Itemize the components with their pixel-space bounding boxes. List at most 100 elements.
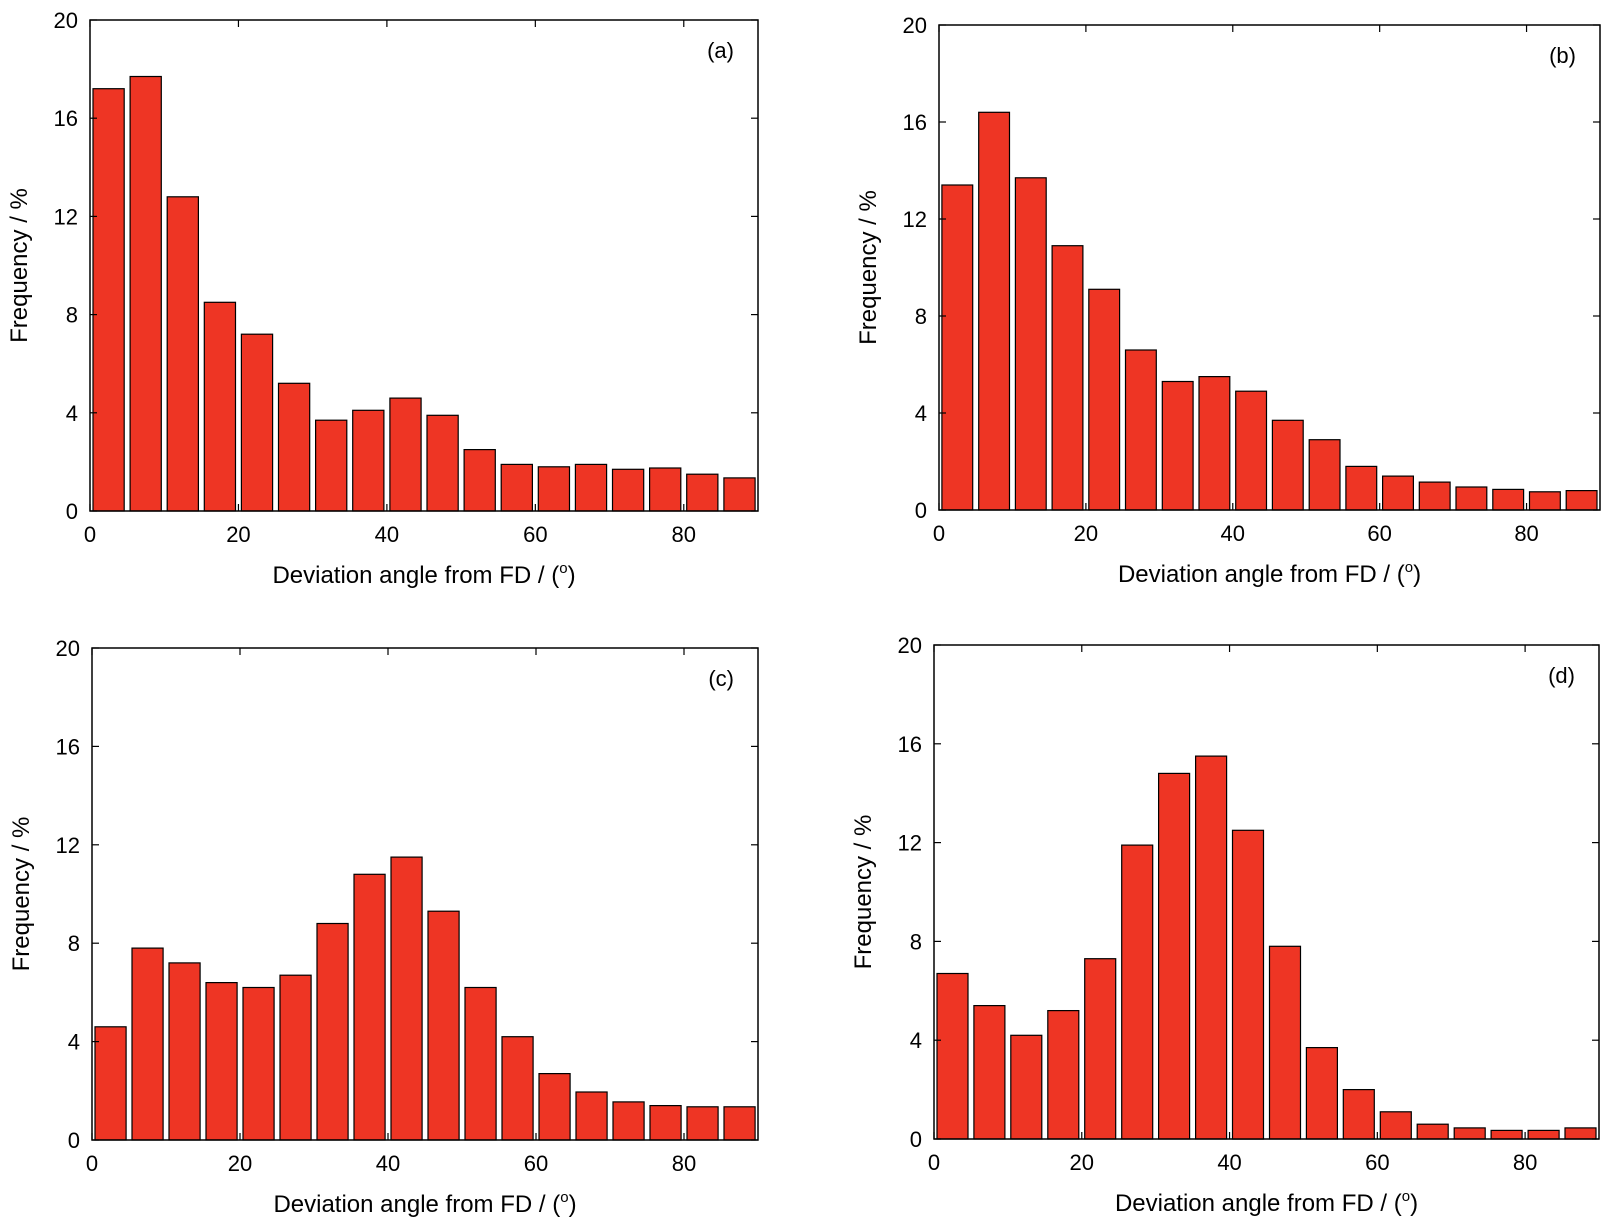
bar xyxy=(973,1004,1006,1140)
bar xyxy=(242,986,275,1141)
x-tick-label: 80 xyxy=(672,1151,696,1176)
x-tick-label: 0 xyxy=(86,1151,98,1176)
y-tick-label: 20 xyxy=(54,8,78,33)
x-tick-label: 0 xyxy=(84,522,96,547)
bar xyxy=(649,1104,682,1141)
bar xyxy=(277,382,311,512)
bar xyxy=(131,947,164,1141)
x-axis-label: Deviation angle from FD / (o) xyxy=(273,1189,576,1218)
bar xyxy=(1198,376,1231,511)
bar xyxy=(575,1091,608,1141)
bar xyxy=(1416,1123,1449,1140)
y-axis-label: Frequency / % xyxy=(855,190,882,345)
y-tick-label: 20 xyxy=(898,633,922,658)
y-tick-label: 12 xyxy=(54,204,78,229)
bar xyxy=(316,922,349,1141)
bar xyxy=(129,75,162,512)
bar xyxy=(1455,486,1488,511)
panel-label: (d) xyxy=(1548,663,1575,688)
bar xyxy=(1305,1046,1339,1140)
y-tick-label: 12 xyxy=(56,833,80,858)
chart-panel-b: 0 20 40 60 80 0 4 8 12 16 20 (b) Deviation angle fro… xyxy=(855,13,1601,588)
x-tick-label: 60 xyxy=(523,522,547,547)
panel-label: (c) xyxy=(708,666,734,691)
bar xyxy=(1010,1034,1043,1140)
bar xyxy=(723,477,756,512)
bar xyxy=(94,1026,127,1141)
bar xyxy=(1047,1009,1080,1140)
x-tick-label: 20 xyxy=(1074,521,1098,546)
plot-frame xyxy=(933,644,1600,1140)
plot-frame xyxy=(938,24,1601,511)
y-tick-label: 12 xyxy=(898,831,922,856)
bar xyxy=(1271,419,1304,511)
bar xyxy=(501,1036,534,1141)
x-tick-label: 20 xyxy=(1070,1150,1094,1175)
x-tick-label: 60 xyxy=(1365,1150,1389,1175)
bar xyxy=(648,467,682,512)
bar xyxy=(723,1106,756,1141)
y-tick-label: 16 xyxy=(54,106,78,131)
y-axis-label: Frequency / % xyxy=(6,188,33,343)
bar xyxy=(1345,465,1378,511)
bar xyxy=(1194,755,1228,1140)
y-tick-label: 0 xyxy=(68,1128,80,1153)
bar xyxy=(389,397,422,512)
chart-panel-d: 0 20 40 60 80 0 4 8 12 16 20 (d) Deviation angle fro… xyxy=(850,633,1600,1217)
bar xyxy=(1231,829,1265,1140)
bar xyxy=(941,184,974,511)
plot-frame xyxy=(91,647,759,1141)
x-axis-label: Deviation angle from FD / (o) xyxy=(1118,559,1421,588)
x-tick-label: 80 xyxy=(1513,1150,1537,1175)
bar xyxy=(1418,481,1451,511)
bar xyxy=(427,910,460,1141)
y-tick-label: 16 xyxy=(56,734,80,759)
bar xyxy=(1342,1088,1375,1140)
bar xyxy=(1014,177,1047,511)
bar xyxy=(315,419,348,512)
bar xyxy=(426,414,459,512)
bar xyxy=(686,473,719,512)
y-tick-label: 8 xyxy=(910,929,922,954)
y-tick-label: 4 xyxy=(910,1028,922,1053)
bar xyxy=(240,333,274,512)
bar xyxy=(353,873,386,1141)
bar xyxy=(1157,772,1191,1140)
y-tick-label: 20 xyxy=(903,13,927,38)
bar xyxy=(352,409,385,512)
y-tick-label: 8 xyxy=(915,304,927,329)
bar xyxy=(1124,349,1157,511)
bar xyxy=(168,962,201,1141)
bar xyxy=(612,1101,645,1141)
chart-panel-a: 0 20 40 60 80 0 4 8 12 16 20 (a) Deviation angle fro… xyxy=(6,8,759,589)
chart-panel-c: 0 20 40 60 80 0 4 8 12 16 20 (c) Deviation angle fro… xyxy=(8,636,759,1218)
x-tick-label: 0 xyxy=(928,1150,940,1175)
bar xyxy=(1453,1127,1486,1140)
x-tick-label: 40 xyxy=(1217,1150,1241,1175)
y-axis-label: Frequency / % xyxy=(8,817,35,972)
bar xyxy=(205,981,238,1141)
bar xyxy=(92,88,125,512)
bar xyxy=(1527,1129,1560,1140)
bar xyxy=(1379,1111,1412,1140)
bar xyxy=(464,986,497,1141)
bar xyxy=(1381,475,1414,511)
bar xyxy=(686,1106,719,1141)
y-tick-label: 4 xyxy=(68,1030,80,1055)
bar xyxy=(611,468,645,512)
bar xyxy=(1051,245,1084,511)
bar xyxy=(1161,380,1194,511)
x-tick-label: 0 xyxy=(933,521,945,546)
bar xyxy=(1121,844,1154,1140)
bar xyxy=(1490,1129,1523,1140)
y-tick-label: 8 xyxy=(68,931,80,956)
y-tick-label: 12 xyxy=(903,207,927,232)
x-axis-label: Deviation angle from FD / (o) xyxy=(1115,1188,1418,1217)
bar xyxy=(936,972,969,1140)
bar xyxy=(574,463,608,512)
x-tick-label: 60 xyxy=(1367,521,1391,546)
x-tick-label: 20 xyxy=(228,1151,252,1176)
bar xyxy=(978,111,1011,511)
bar xyxy=(1564,1127,1597,1140)
